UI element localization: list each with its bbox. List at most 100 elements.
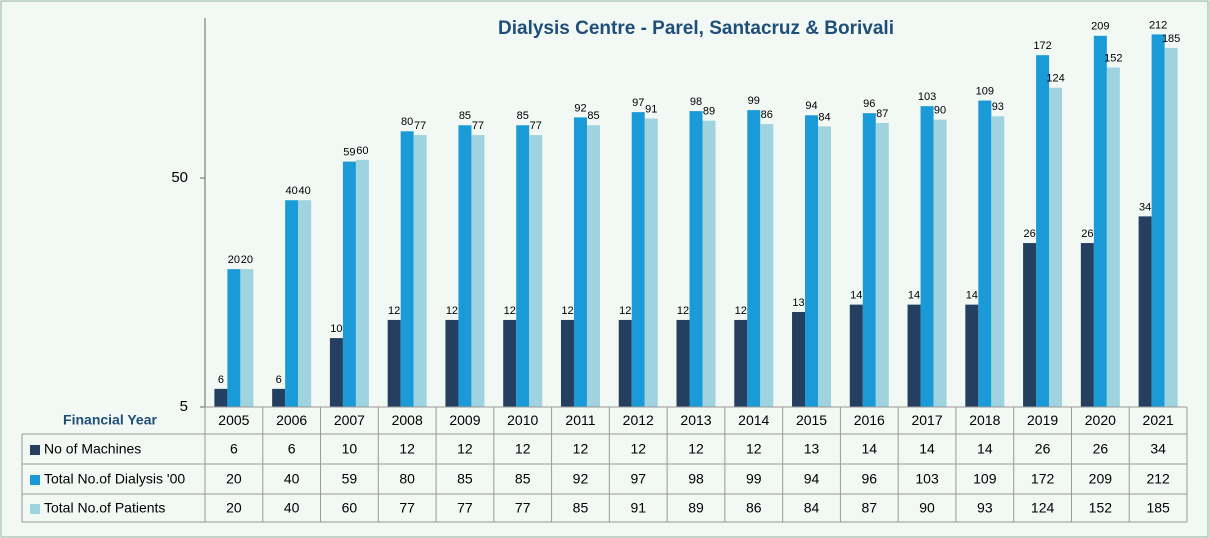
- bar: [965, 304, 979, 407]
- data-label: 34: [1139, 201, 1151, 213]
- table-cell: 12: [630, 441, 646, 457]
- table-cell: 40: [284, 500, 300, 516]
- legend-swatch: [30, 445, 40, 455]
- x-tick-label: 2019: [1027, 412, 1058, 428]
- data-label: 152: [1104, 52, 1122, 64]
- data-label: 84: [818, 111, 830, 123]
- data-label: 103: [918, 91, 936, 103]
- y-tick-label: 50: [171, 169, 188, 186]
- data-label: 77: [530, 120, 542, 132]
- data-label: 99: [748, 95, 760, 107]
- bar: [792, 311, 806, 407]
- data-label: 12: [735, 305, 747, 317]
- table-cell: 80: [399, 471, 415, 487]
- data-label: 12: [388, 305, 400, 317]
- data-label: 90: [934, 104, 946, 116]
- bar: [355, 159, 369, 407]
- bar: [702, 120, 716, 407]
- x-tick-label: 2009: [449, 412, 480, 428]
- data-label: 80: [401, 116, 413, 128]
- table-cell: 77: [515, 500, 531, 516]
- x-tick-label: 2005: [218, 412, 249, 428]
- bar: [933, 119, 947, 408]
- data-label: 97: [632, 97, 644, 109]
- table-cell: 20: [226, 471, 242, 487]
- bar: [285, 200, 299, 407]
- table-cell: 92: [573, 471, 589, 487]
- data-label: 94: [805, 100, 817, 112]
- table-cell: 13: [804, 441, 820, 457]
- data-label: 26: [1023, 228, 1035, 240]
- table-cell: 103: [915, 471, 939, 487]
- data-label: 10: [330, 323, 342, 335]
- bar: [529, 135, 543, 407]
- table-cell: 152: [1089, 500, 1113, 516]
- data-label: 59: [343, 146, 355, 158]
- table-cell: 85: [457, 471, 473, 487]
- table-cell: 14: [919, 441, 935, 457]
- table-cell: 77: [457, 500, 473, 516]
- x-tick-label: 2015: [796, 412, 827, 428]
- table-cell: 60: [342, 500, 358, 516]
- data-label: 185: [1162, 33, 1180, 45]
- data-label: 172: [1033, 40, 1051, 52]
- table-cell: 97: [630, 471, 646, 487]
- legend-label: No of Machines: [44, 441, 141, 457]
- legend-label: Total No.of Dialysis '00: [44, 471, 185, 487]
- table-cell: 26: [1035, 441, 1051, 457]
- bar: [298, 200, 312, 407]
- table-cell: 86: [746, 500, 762, 516]
- x-tick-label: 2018: [969, 412, 1000, 428]
- data-label: 12: [504, 305, 516, 317]
- legend-label: Total No.of Patients: [44, 500, 165, 516]
- data-label: 13: [792, 297, 804, 309]
- x-tick-label: 2007: [334, 412, 365, 428]
- bar: [875, 122, 889, 407]
- data-label: 89: [703, 106, 715, 118]
- data-label: 86: [761, 109, 773, 121]
- table-cell: 10: [342, 441, 358, 457]
- data-label: 26: [1081, 228, 1093, 240]
- data-label: 124: [1046, 73, 1064, 85]
- table-cell: 85: [573, 500, 589, 516]
- bar: [400, 131, 414, 407]
- table-cell: 6: [230, 441, 238, 457]
- table-cell: 90: [919, 500, 935, 516]
- bar: [516, 125, 530, 407]
- table-cell: 89: [688, 500, 704, 516]
- table-cell: 12: [515, 441, 531, 457]
- bar: [849, 304, 863, 407]
- bar: [445, 319, 459, 407]
- x-tick-label: 2013: [680, 412, 711, 428]
- bar: [747, 110, 761, 408]
- x-tick-label: 2016: [854, 412, 885, 428]
- bar: [978, 100, 992, 408]
- data-label: 212: [1149, 19, 1167, 31]
- table-cell: 12: [688, 441, 704, 457]
- x-tick-label: 2014: [738, 412, 769, 428]
- bar: [1106, 67, 1120, 408]
- bar: [387, 319, 401, 407]
- x-tick-label: 2017: [911, 412, 942, 428]
- x-axis-label: Financial Year: [63, 412, 157, 428]
- table-cell: 14: [862, 441, 878, 457]
- table-cell: 14: [977, 441, 993, 457]
- bar: [503, 319, 517, 407]
- data-label: 77: [414, 120, 426, 132]
- bar: [631, 112, 645, 407]
- bar: [862, 113, 876, 408]
- table-cell: 12: [746, 441, 762, 457]
- table-cell: 84: [804, 500, 820, 516]
- bar: [1023, 243, 1037, 407]
- table-cell: 93: [977, 500, 993, 516]
- table-cell: 172: [1031, 471, 1055, 487]
- x-tick-label: 2011: [565, 412, 595, 428]
- bar: [734, 319, 748, 407]
- data-label: 91: [645, 103, 657, 115]
- data-label: 14: [850, 290, 862, 302]
- chart-title: Dialysis Centre - Parel, Santacruz & Bor…: [498, 18, 894, 39]
- data-label: 87: [876, 108, 888, 120]
- data-label: 14: [908, 290, 920, 302]
- bar: [342, 161, 356, 407]
